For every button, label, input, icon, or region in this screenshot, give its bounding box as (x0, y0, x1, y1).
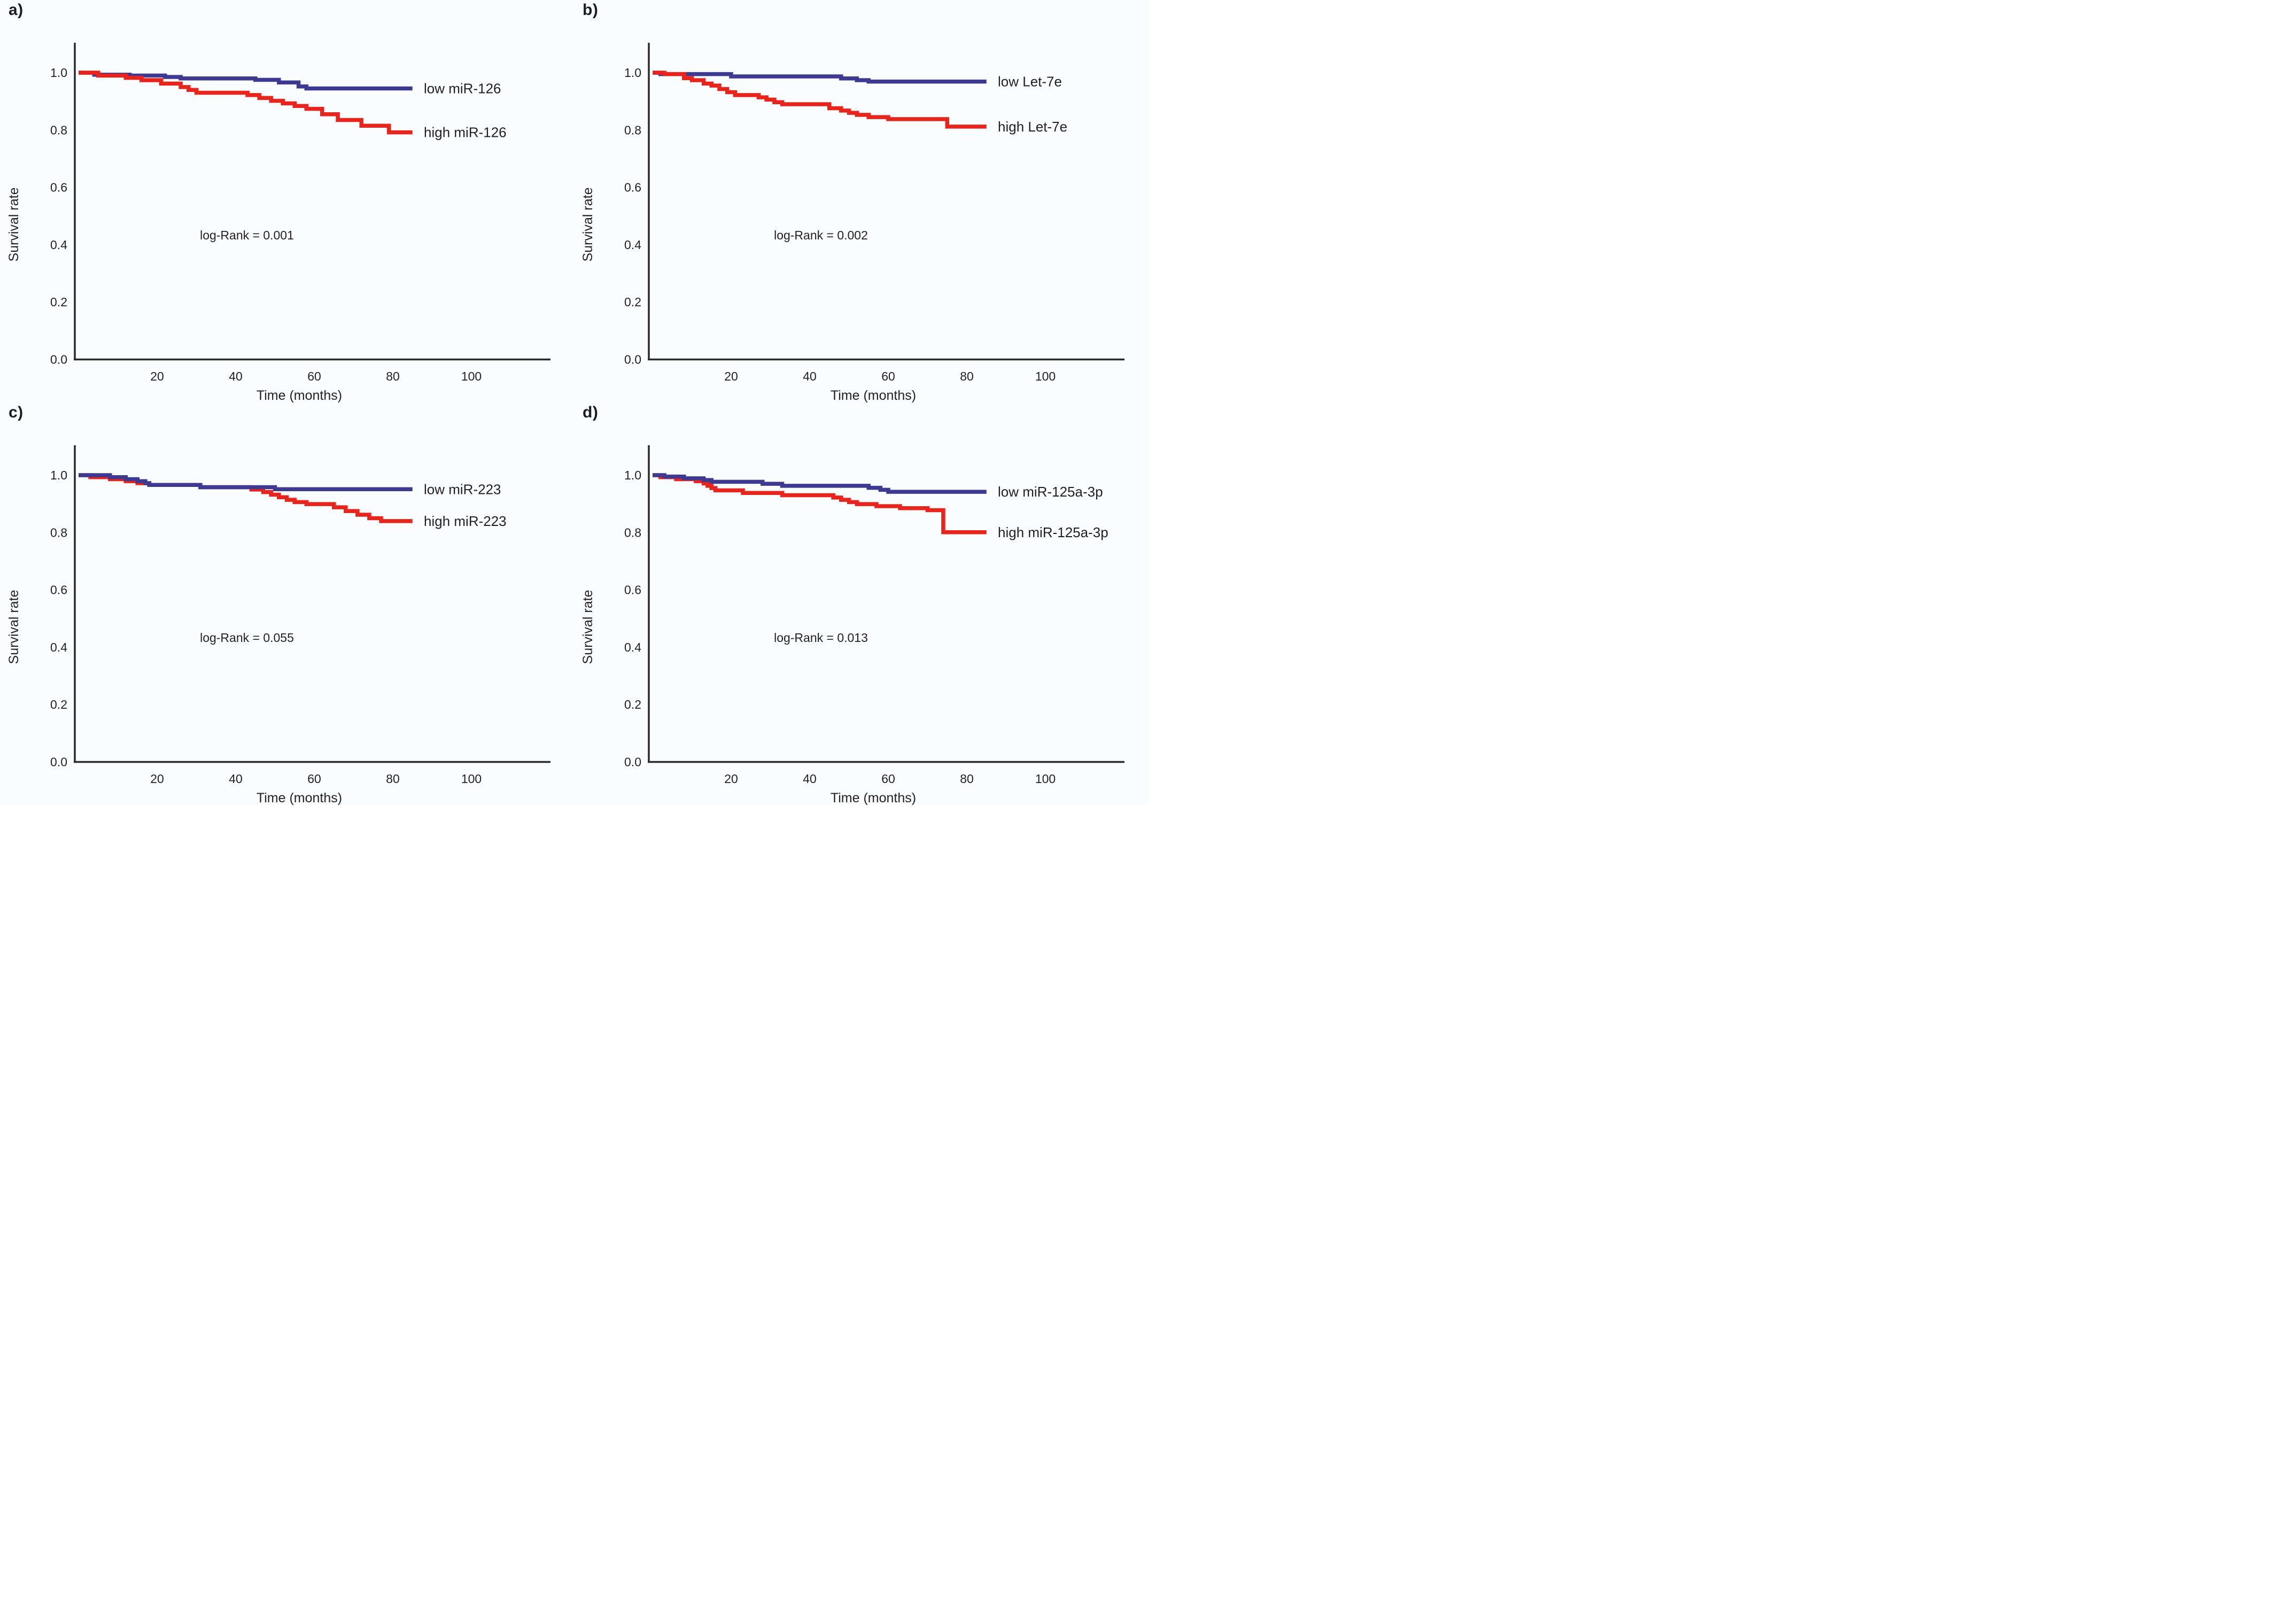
panel-c: c) 1.0 0.8 0.6 0.4 0.2 0.0 20 40 60 80 100 Time (mo… (0, 402, 574, 805)
y-tick-label: 0.2 (624, 698, 641, 711)
y-tick-label: 0.4 (624, 238, 641, 252)
survival-curve-low (79, 473, 413, 492)
panel-c-chart: 1.0 0.8 0.6 0.4 0.2 0.0 20 40 60 80 100 Time (month… (6, 445, 550, 805)
x-tick-label: 20 (150, 369, 164, 383)
y-tick-label: 0.6 (50, 181, 67, 195)
log-rank-annotation: log-Rank = 0.055 (200, 631, 294, 645)
survival-curve-high (653, 473, 987, 535)
x-tick-label: 40 (803, 772, 817, 786)
survival-curve-low (79, 71, 413, 91)
x-tick-label: 40 (229, 369, 243, 383)
curve-label-high: high miR-125a-3p (998, 524, 1108, 540)
curve-label-low: low Let-7e (998, 74, 1062, 90)
x-tick-label: 20 (150, 772, 164, 786)
survival-curve-high (653, 71, 987, 129)
panel-letter-a: a) (9, 1, 24, 19)
km-survival-figure: a) 1.0 0.8 0.6 0.4 0.2 0.0 20 40 60 80 100 Time (mo… (0, 0, 1148, 805)
y-axis-title: Survival rate (580, 188, 595, 262)
curve-label-high: high miR-126 (424, 125, 507, 141)
y-tick-label: 0.2 (624, 295, 641, 309)
x-tick-label: 40 (229, 772, 243, 786)
x-axis-title: Time (months) (831, 388, 916, 402)
y-tick-label: 0.6 (624, 583, 641, 597)
y-tick-label: 0.0 (50, 755, 67, 769)
panel-letter-c: c) (9, 404, 24, 421)
y-tick-label: 0.2 (50, 698, 67, 711)
x-tick-label: 20 (724, 772, 738, 786)
x-tick-label: 80 (386, 772, 400, 786)
y-tick-label: 1.0 (50, 66, 67, 80)
y-tick-label: 0.0 (50, 353, 67, 367)
y-tick-label: 1.0 (624, 468, 641, 482)
y-tick-label: 0.4 (50, 238, 67, 252)
survival-curve-high (79, 71, 413, 135)
x-tick-label: 60 (881, 369, 895, 383)
log-rank-annotation: log-Rank = 0.002 (774, 228, 868, 242)
panel-d-chart: 1.0 0.8 0.6 0.4 0.2 0.0 20 40 60 80 100 Time (month… (580, 445, 1124, 805)
survival-curve-high (79, 473, 413, 523)
x-tick-label: 60 (881, 772, 895, 786)
panel-d: d) 1.0 0.8 0.6 0.4 0.2 0.0 20 40 60 80 100 Time (mo… (574, 402, 1148, 805)
x-tick-label: 80 (960, 772, 974, 786)
panel-b-chart: 1.0 0.8 0.6 0.4 0.2 0.0 20 40 60 80 100 Time (month… (580, 43, 1124, 402)
y-tick-label: 0.6 (624, 181, 641, 195)
curve-label-low: low miR-126 (424, 81, 501, 97)
x-tick-label: 100 (1035, 369, 1056, 383)
y-axis-title: Survival rate (6, 590, 21, 664)
y-tick-label: 0.4 (50, 640, 67, 654)
curve-label-high: high Let-7e (998, 119, 1067, 135)
y-tick-label: 0.0 (624, 353, 641, 367)
curve-label-low: low miR-223 (424, 481, 501, 497)
panel-a: a) 1.0 0.8 0.6 0.4 0.2 0.0 20 40 60 80 100 Time (mo… (0, 0, 574, 402)
y-tick-label: 0.2 (50, 295, 67, 309)
x-axis-title: Time (months) (831, 791, 916, 805)
x-tick-label: 100 (461, 772, 482, 786)
y-tick-label: 0.8 (50, 525, 67, 539)
x-tick-label: 100 (1035, 772, 1056, 786)
x-axis-title: Time (months) (257, 388, 342, 402)
x-axis-title: Time (months) (257, 791, 342, 805)
log-rank-annotation: log-Rank = 0.001 (200, 228, 294, 242)
panel-letter-b: b) (583, 1, 599, 19)
panel-a-chart: 1.0 0.8 0.6 0.4 0.2 0.0 20 40 60 80 100 Time (month… (6, 43, 550, 402)
x-tick-label: 20 (724, 369, 738, 383)
x-tick-label: 40 (803, 369, 817, 383)
x-tick-label: 80 (386, 369, 400, 383)
y-axis-title: Survival rate (6, 188, 21, 262)
y-axis-title: Survival rate (580, 590, 595, 664)
y-tick-label: 0.8 (624, 123, 641, 137)
y-tick-label: 0.6 (50, 583, 67, 597)
y-tick-label: 0.0 (624, 755, 641, 769)
x-tick-label: 60 (307, 369, 321, 383)
y-tick-label: 1.0 (50, 468, 67, 482)
survival-curve-low (653, 473, 987, 494)
x-tick-label: 60 (307, 772, 321, 786)
x-tick-label: 100 (461, 369, 482, 383)
x-tick-label: 80 (960, 369, 974, 383)
curve-label-low: low miR-125a-3p (998, 484, 1103, 500)
y-tick-label: 0.8 (50, 123, 67, 137)
log-rank-annotation: log-Rank = 0.013 (774, 631, 868, 645)
panel-letter-d: d) (583, 404, 599, 421)
y-tick-label: 1.0 (624, 66, 641, 80)
y-tick-label: 0.4 (624, 640, 641, 654)
curve-label-high: high miR-223 (424, 513, 507, 529)
panel-b: b) 1.0 0.8 0.6 0.4 0.2 0.0 20 40 60 80 100 Time (mo… (574, 0, 1148, 402)
y-tick-label: 0.8 (624, 525, 641, 539)
